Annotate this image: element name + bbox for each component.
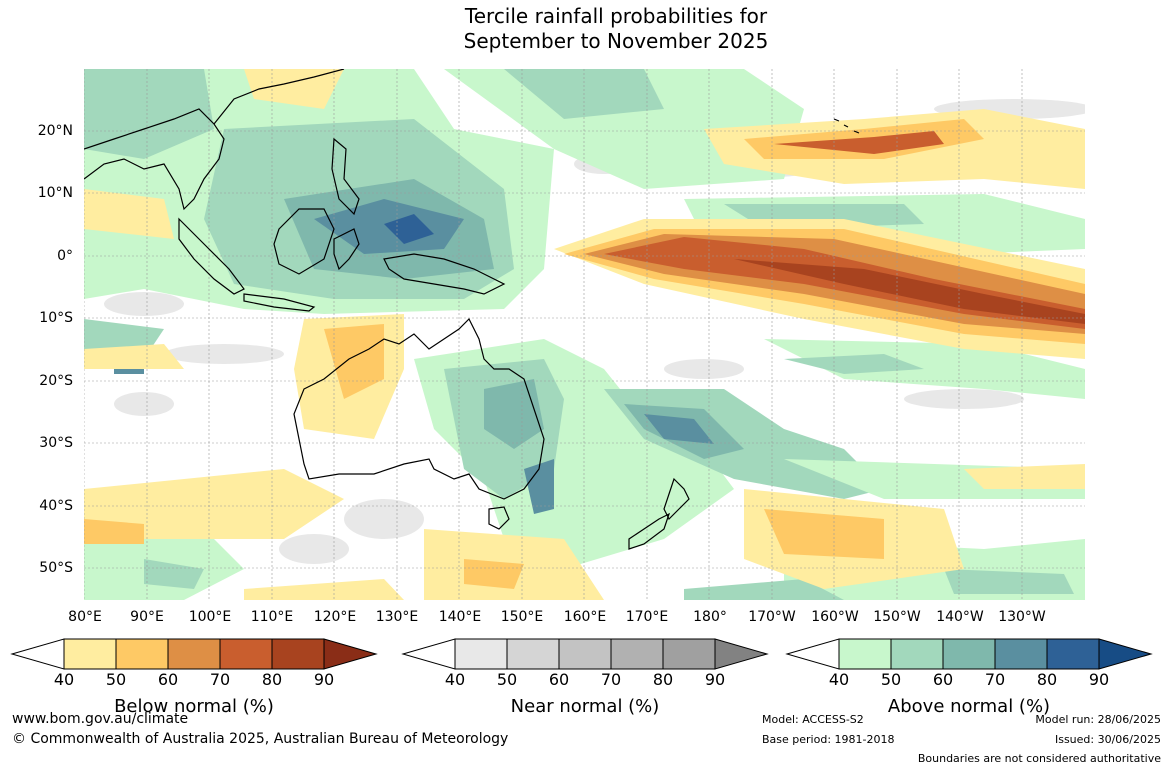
cb-near-tick-70: 70	[600, 670, 622, 689]
cb-above-tick-90: 90	[1088, 670, 1110, 689]
probability-map	[84, 69, 1085, 600]
lon-label-140w: 140°W	[936, 609, 984, 625]
cb-near-tick-60: 60	[548, 670, 570, 689]
footer-model-run: Model run: 28/06/2025	[1035, 713, 1161, 726]
footer-website: www.bom.gov.au/climate	[12, 711, 189, 727]
lon-label-170w: 170°W	[748, 609, 796, 625]
cb-below-tick-90: 90	[313, 670, 335, 689]
philippines-coastline	[331, 137, 360, 216]
map-title-line2: September to November 2025	[463, 29, 769, 53]
colorbar-below-normal	[10, 638, 380, 674]
cb-above-label: Above normal (%)	[887, 696, 1051, 717]
new-zealand-south-coastline	[628, 512, 671, 550]
cb-above-tick-40: 40	[828, 670, 850, 689]
lat-label-10s: 10°S	[39, 310, 73, 326]
colorbar-near-normal-svg	[401, 638, 769, 670]
cb-below-tick-60: 60	[157, 670, 179, 689]
lon-label-150e: 150°E	[500, 609, 544, 625]
sumatra-coastline	[178, 217, 245, 295]
cb-above-tick-80: 80	[1036, 670, 1058, 689]
cb-below-tick-50: 50	[105, 670, 127, 689]
footer-issued: Issued: 30/06/2025	[1054, 733, 1161, 746]
cb-below-label: Below normal (%)	[114, 696, 274, 717]
lat-label-10n: 10°N	[37, 185, 73, 201]
lon-label-110e: 110°E	[250, 609, 294, 625]
lon-label-150w: 150°W	[873, 609, 921, 625]
new-zealand-north-coastline	[663, 477, 690, 521]
lat-label-equator: 0°	[57, 248, 73, 264]
cb-below-tick-80: 80	[261, 670, 283, 689]
lon-label-130w: 130°W	[998, 609, 1046, 625]
cb-below-tick-40: 40	[53, 670, 75, 689]
lon-label-160w: 160°W	[811, 609, 859, 625]
map-title-line1: Tercile rainfall probabilities for	[464, 4, 768, 28]
lon-label-120e: 120°E	[313, 609, 357, 625]
footer-model: Model: ACCESS-S2	[762, 713, 864, 726]
sulawesi-coastline	[333, 228, 360, 271]
lon-label-90e: 90°E	[130, 609, 164, 625]
above-normal-patches	[84, 69, 1085, 600]
lon-label-170e: 170°E	[625, 609, 669, 625]
below-normal-patches	[84, 69, 1085, 600]
footer-disclaimer: Boundaries are not considered authoritat…	[917, 752, 1161, 765]
probability-map-svg	[84, 69, 1085, 600]
graticule	[84, 69, 1085, 600]
lat-label-50s: 50°S	[39, 560, 73, 576]
colorbar-near-normal	[401, 638, 771, 674]
cb-above-tick-70: 70	[984, 670, 1006, 689]
australia-coastline	[293, 317, 545, 500]
lon-label-180: 180°	[693, 609, 727, 625]
lon-label-100e: 100°E	[188, 609, 232, 625]
cb-near-tick-40: 40	[444, 670, 466, 689]
new-guinea-coastline	[383, 253, 506, 295]
cb-above-tick-50: 50	[880, 670, 902, 689]
map-title: Tercile rainfall probabilities for Septe…	[0, 4, 1173, 54]
lon-label-160e: 160°E	[563, 609, 607, 625]
java-coastline	[243, 293, 316, 312]
cb-above-tick-60: 60	[932, 670, 954, 689]
footer-base-period: Base period: 1981-2018	[762, 733, 895, 746]
lon-label-140e: 140°E	[438, 609, 482, 625]
lon-label-130e: 130°E	[375, 609, 419, 625]
hawaii-coastline	[833, 118, 860, 134]
footer-copyright: © Commonwealth of Australia 2025, Austra…	[12, 731, 509, 747]
colorbar-above-normal	[785, 638, 1155, 674]
cb-below-tick-70: 70	[209, 670, 231, 689]
colorbar-below-normal-svg	[10, 638, 378, 670]
lat-label-20n: 20°N	[37, 123, 73, 139]
lon-label-80e: 80°E	[68, 609, 102, 625]
cb-near-label: Near normal (%)	[510, 696, 660, 717]
cb-near-tick-80: 80	[652, 670, 674, 689]
mainland-asia-coastline	[84, 108, 225, 211]
tasmania-coastline	[488, 506, 510, 530]
asia-coast-north	[213, 69, 345, 125]
cb-near-tick-50: 50	[496, 670, 518, 689]
colorbar-above-normal-svg	[785, 638, 1153, 670]
coastlines	[84, 69, 860, 550]
lat-label-30s: 30°S	[39, 435, 73, 451]
lat-label-20s: 20°S	[39, 373, 73, 389]
lat-label-40s: 40°S	[39, 498, 73, 514]
cb-near-tick-90: 90	[704, 670, 726, 689]
borneo-coastline	[273, 208, 335, 275]
